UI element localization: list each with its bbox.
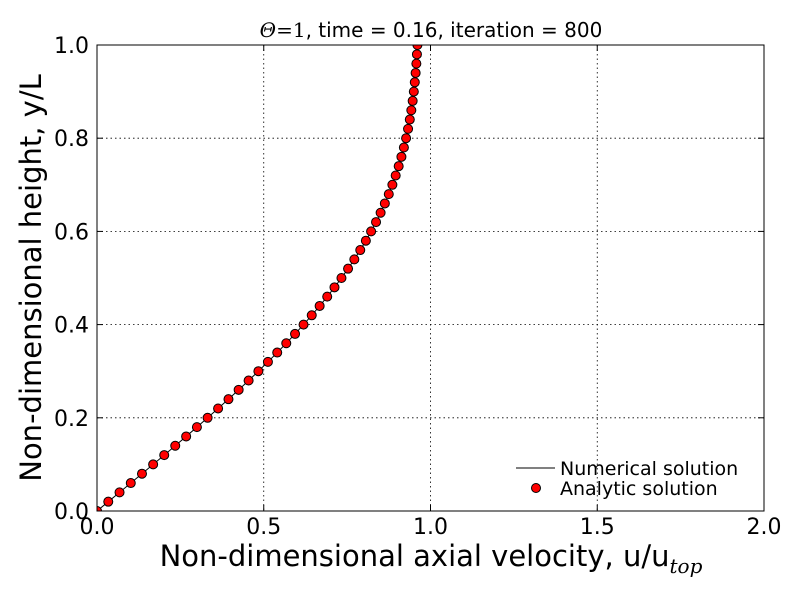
analytic-solution-point [159,450,170,461]
analytic-solution-point [343,263,354,274]
analytic-solution-point [403,123,414,134]
analytic-solution-point [406,105,417,116]
title-rest: , time = 0.16, iteration = 800 [306,18,603,42]
y-tick-label: 0.6 [54,220,89,245]
analytic-solution-point [191,422,202,433]
analytic-solution-point [409,77,420,88]
analytic-solution-point [262,356,273,367]
x-tick-label: 1.5 [580,515,615,540]
analytic-solution-point [243,375,254,386]
y-axis-label: Non-dimensional height, y/L [14,74,48,482]
analytic-solution-point [393,161,404,172]
analytic-solution-point [411,58,422,69]
analytic-solution-point [383,189,394,200]
analytic-solution-point [213,403,224,414]
analytic-solution-point [223,394,234,405]
analytic-solution-point [170,440,181,451]
analytic-solution-point [281,338,292,349]
y-tick-label: 0.8 [54,127,89,152]
y-tick-labels: 0.0 0.2 0.4 0.6 0.8 1.0 [54,34,89,525]
analytic-solution-point [371,217,382,228]
title-theta: Θ [260,18,276,42]
analytic-solution-point [125,478,136,489]
x-tick-label: 2.0 [747,515,782,540]
title-eq: =1 [276,18,305,42]
analytic-solution-point [306,310,317,321]
analytic-solution-point [298,319,309,330]
analytic-solution-point [401,133,412,144]
analytic-solution-point [410,67,421,78]
x-axis-label: Non-dimensional axial velocity, u/utop [160,539,703,578]
y-tick-label: 1.0 [54,34,89,59]
analytic-solution-point [329,282,340,293]
x-tick-labels: 0.0 0.5 1.0 1.5 2.0 [80,515,782,540]
analytic-solution-point [114,487,125,498]
analytic-solution-point [379,198,390,209]
analytic-solution-point [181,431,192,442]
analytic-solution-point [404,114,415,125]
analytic-solution-point [336,273,347,283]
analytic-solution-point [412,45,423,50]
legend-label-numerical: Numerical solution [560,458,738,480]
analytic-solution-point [390,170,401,181]
analytic-solution-point [290,328,301,339]
analytic-solution-point [97,506,102,511]
analytic-solution-point [360,235,371,246]
analytic-solution-point [233,384,244,395]
analytic-solution-point [314,300,325,311]
y-tick-label: 0.0 [54,500,89,525]
y-tick-label: 0.2 [54,407,89,432]
analytic-solution-point [396,151,407,162]
analytic-solution-point [272,347,283,358]
x-tick-label: 0.0 [80,515,115,540]
analytic-solution-point [407,95,418,106]
analytic-solution-point [375,207,386,218]
analytic-solution-point [136,468,147,479]
legend-label-analytic: Analytic solution [560,478,718,500]
analytic-solution-point [103,496,114,507]
x-axis-label-sub: top [670,554,703,578]
series-group [97,45,423,511]
analytic-solution-point [387,179,398,190]
plot-series [97,45,423,511]
x-axis-label-main: Non-dimensional axial velocity, u/u [160,539,670,573]
analytic-solution-point [202,412,213,423]
legend-marker-swatch [531,483,541,493]
analytic-solution-point [398,142,409,153]
axis-ticks [96,44,765,512]
x-tick-label: 0.5 [246,515,281,540]
y-tick-label: 0.4 [54,314,89,339]
analytic-solution-point [253,366,264,377]
analytic-solution-point [355,245,366,256]
analytic-solution-point [322,291,333,302]
analytic-solution-point [349,254,360,265]
analytic-solution-point [408,86,419,97]
chart-title: Θ=1, time = 0.16, iteration = 800 [260,18,603,42]
legend: Numerical solution Analytic solution [516,458,738,500]
analytic-solution-point [148,459,159,470]
grid [97,45,764,511]
analytic-solution-point [411,49,422,60]
analytic-solution-point [366,226,377,237]
x-tick-label: 1.0 [413,515,448,540]
